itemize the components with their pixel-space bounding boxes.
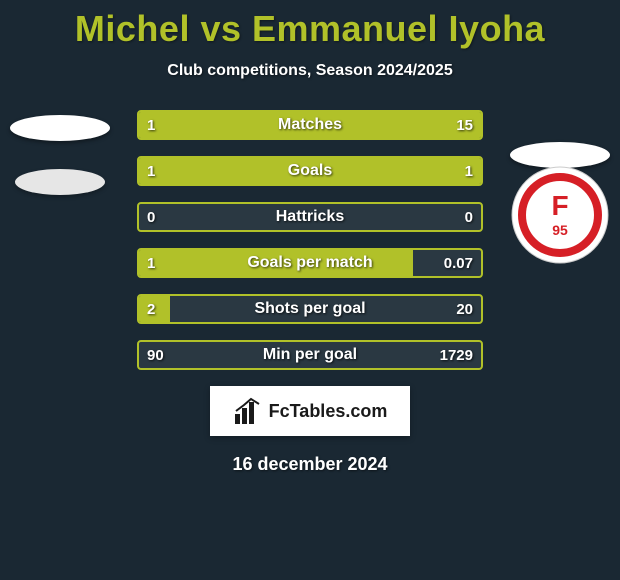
stat-label: Hattricks (139, 204, 481, 230)
comparison-date: 16 december 2024 (0, 454, 620, 475)
player-left-badge (10, 105, 110, 205)
fortuna-logo-icon: F 95 (510, 165, 610, 265)
stat-label: Goals per match (139, 250, 481, 276)
stat-value-right: 20 (448, 296, 481, 322)
player-left-ellipse-top (10, 115, 110, 141)
stat-label: Shots per goal (139, 296, 481, 322)
svg-text:F: F (551, 190, 568, 221)
stat-label: Matches (139, 112, 481, 138)
club-logo-right: F 95 (510, 165, 610, 265)
stat-value-right: 1 (457, 158, 481, 184)
comparison-chart: F 95 1Matches151Goals10Hattricks01Goals … (0, 110, 620, 370)
stat-row: 90Min per goal1729 (137, 340, 483, 370)
svg-text:95: 95 (552, 222, 568, 238)
stat-value-right: 0 (457, 204, 481, 230)
stat-value-right: 1729 (432, 342, 481, 368)
stat-row: 1Goals per match0.07 (137, 248, 483, 278)
stat-value-right: 15 (448, 112, 481, 138)
stat-value-right: 0.07 (436, 250, 481, 276)
stat-row: 0Hattricks0 (137, 202, 483, 232)
player-left-ellipse-bottom (15, 169, 105, 195)
fctables-chart-icon (233, 396, 263, 426)
stat-row: 1Goals1 (137, 156, 483, 186)
stat-label: Min per goal (139, 342, 481, 368)
stat-row: 1Matches15 (137, 110, 483, 140)
stat-row: 2Shots per goal20 (137, 294, 483, 324)
stat-bars: 1Matches151Goals10Hattricks01Goals per m… (137, 110, 483, 370)
brand-text: FcTables.com (269, 401, 388, 422)
comparison-subtitle: Club competitions, Season 2024/2025 (0, 62, 620, 80)
comparison-title: Michel vs Emmanuel Iyoha (0, 0, 620, 50)
brand-box[interactable]: FcTables.com (210, 386, 410, 436)
stat-label: Goals (139, 158, 481, 184)
